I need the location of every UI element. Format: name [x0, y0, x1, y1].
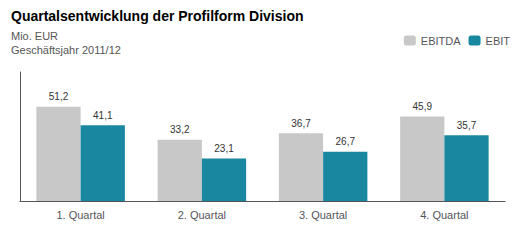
svg-text:36,7: 36,7	[291, 118, 311, 129]
svg-text:1. Quartal: 1. Quartal	[56, 209, 104, 221]
svg-text:51,2: 51,2	[49, 91, 69, 102]
svg-text:4. Quartal: 4. Quartal	[420, 209, 468, 221]
svg-text:23,1: 23,1	[214, 143, 234, 154]
svg-text:Geschäftsjahr 2011/12: Geschäftsjahr 2011/12	[11, 44, 121, 56]
svg-text:Mio. EUR: Mio. EUR	[11, 30, 58, 42]
svg-text:33,2: 33,2	[170, 124, 190, 135]
svg-text:3. Quartal: 3. Quartal	[299, 209, 347, 221]
svg-text:35,7: 35,7	[457, 120, 477, 131]
svg-text:2. Quartal: 2. Quartal	[178, 209, 226, 221]
svg-text:45,9: 45,9	[413, 101, 433, 112]
svg-text:EBIT: EBIT	[486, 35, 511, 47]
svg-text:Quartalsentwicklung der Profil: Quartalsentwicklung der Profilform Divis…	[11, 8, 304, 24]
svg-text:41,1: 41,1	[93, 110, 113, 121]
svg-text:EBITDA: EBITDA	[421, 35, 461, 47]
svg-text:26,7: 26,7	[336, 136, 356, 147]
